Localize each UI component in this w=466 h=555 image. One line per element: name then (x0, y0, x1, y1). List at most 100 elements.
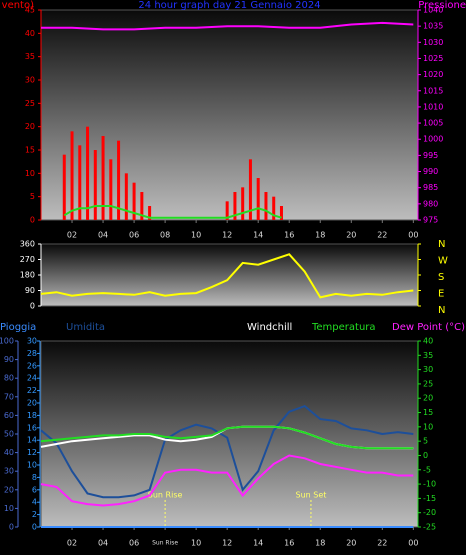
y-tick-label: 30 (25, 76, 35, 85)
x-tick-label: 14 (253, 231, 263, 240)
y2-tick-label: 0 (423, 451, 428, 460)
y-tick-label: 0 (32, 523, 37, 532)
x-tick-label: 18 (315, 539, 325, 548)
y2-tick-label: 20 (423, 394, 433, 403)
y-tick-label: 14 (27, 436, 37, 445)
y2-tick-label: 985 (423, 183, 438, 192)
x-tick-label: 10 (191, 231, 201, 240)
x-tick-label: 06 (129, 231, 139, 240)
bar (101, 136, 105, 220)
x-tick-label: 00 (408, 539, 418, 548)
y-tick-label: 90 (25, 286, 35, 295)
y2-tick-label: 30 (423, 365, 433, 374)
y2-tick-label: N (438, 239, 445, 250)
bar (279, 206, 283, 220)
bar (233, 192, 237, 220)
series-line (40, 253, 414, 299)
y2-tick-label: 40 (423, 337, 433, 346)
series-line (41, 21, 414, 31)
y-tick-label: 40 (4, 448, 14, 457)
legend-label: Umidita (66, 322, 105, 333)
y-tick-label: 30 (27, 337, 37, 346)
y-tick-label: 26 (27, 361, 37, 370)
bar (256, 178, 260, 220)
y-tick-label: 16 (27, 423, 37, 432)
y-tick-label: 30 (4, 467, 14, 476)
y-tick-label: 24 (27, 374, 37, 383)
y2-tick-label: 15 (423, 408, 433, 417)
y-tick-label: 270 (20, 255, 35, 264)
bar (86, 126, 90, 220)
y2-tick-label: -25 (423, 523, 436, 532)
plot-area (40, 340, 419, 528)
y2-tick-label: 995 (423, 151, 438, 160)
y2-tick-label: E (438, 289, 444, 300)
y2-tick-label: -10 (423, 480, 436, 489)
y-tick-label: 4 (32, 498, 37, 507)
x-tick-label: 16 (284, 231, 294, 240)
y-tick-label: 22 (27, 386, 37, 395)
y2-tick-label: 975 (423, 216, 438, 225)
bar (272, 196, 276, 220)
x-tick-label: 22 (377, 231, 387, 240)
x-tick-label: Sun Rise (152, 540, 178, 547)
x-tick-label: 20 (346, 231, 356, 240)
y-tick-label: 5 (30, 192, 35, 201)
y2-tick-label: 1020 (423, 70, 443, 79)
annotation: Sun Rise (148, 491, 183, 500)
y2-tick-label: -20 (423, 508, 436, 517)
y2-tick-label: S (438, 272, 444, 283)
y-tick-label: 8 (32, 473, 37, 482)
bar (117, 140, 121, 220)
y-tick-label: 45 (25, 6, 35, 15)
bar (78, 145, 82, 220)
y-tick-label: 10 (4, 504, 14, 513)
y-tick-label: 0 (9, 523, 14, 532)
y2-tick-label: N (438, 305, 445, 316)
x-tick-label: 04 (98, 539, 108, 548)
y2-tick-label: W (438, 256, 448, 267)
y-tick-label: 80 (4, 374, 14, 383)
series-line (40, 404, 414, 499)
y2-tick-label: 1000 (423, 135, 443, 144)
y-tick-label: 25 (25, 99, 35, 108)
bar (241, 187, 245, 220)
plot-area (40, 9, 419, 221)
y-tick-label: 40 (25, 29, 35, 38)
y2-tick-label: 1030 (423, 38, 443, 47)
bar (62, 154, 66, 220)
legend-label: Pioggia (0, 322, 36, 333)
x-tick-label: 08 (160, 231, 170, 240)
y2-tick-label: -15 (423, 494, 436, 503)
annotation: Sun Set (295, 491, 326, 500)
y-tick-label: 0 (30, 302, 35, 311)
x-tick-label: 20 (346, 539, 356, 548)
bar (248, 159, 252, 220)
x-tick-label: 02 (67, 539, 77, 548)
y-tick-label: 18 (27, 411, 37, 420)
y-tick-label: 28 (27, 349, 37, 358)
legend-label: Temperatura (311, 322, 376, 333)
y-tick-label: 6 (32, 485, 37, 494)
bar (148, 206, 152, 220)
y-tick-label: 20 (27, 399, 37, 408)
x-tick-label: 22 (377, 539, 387, 548)
chart-title: 24 hour graph day 21 Gennaio 2024 (138, 0, 320, 11)
x-tick-label: 14 (253, 539, 263, 548)
y-tick-label: 12 (27, 448, 37, 457)
bar (225, 201, 229, 220)
bar (264, 192, 268, 220)
y-axis-label: Forza vento) (0, 0, 34, 11)
y-tick-label: 360 (20, 240, 35, 249)
y2-tick-label: 990 (423, 167, 438, 176)
x-tick-label: 18 (315, 231, 325, 240)
y-tick-label: 90 (4, 355, 14, 364)
y-tick-label: 15 (25, 146, 35, 155)
y2-tick-label: -5 (423, 465, 431, 474)
y2-tick-label: 980 (423, 199, 438, 208)
y2-tick-label: 5 (423, 437, 428, 446)
y2-tick-label: 25 (423, 379, 433, 388)
y2-tick-label: 1015 (423, 86, 443, 95)
x-tick-label: 06 (129, 539, 139, 548)
series-line (63, 205, 282, 219)
